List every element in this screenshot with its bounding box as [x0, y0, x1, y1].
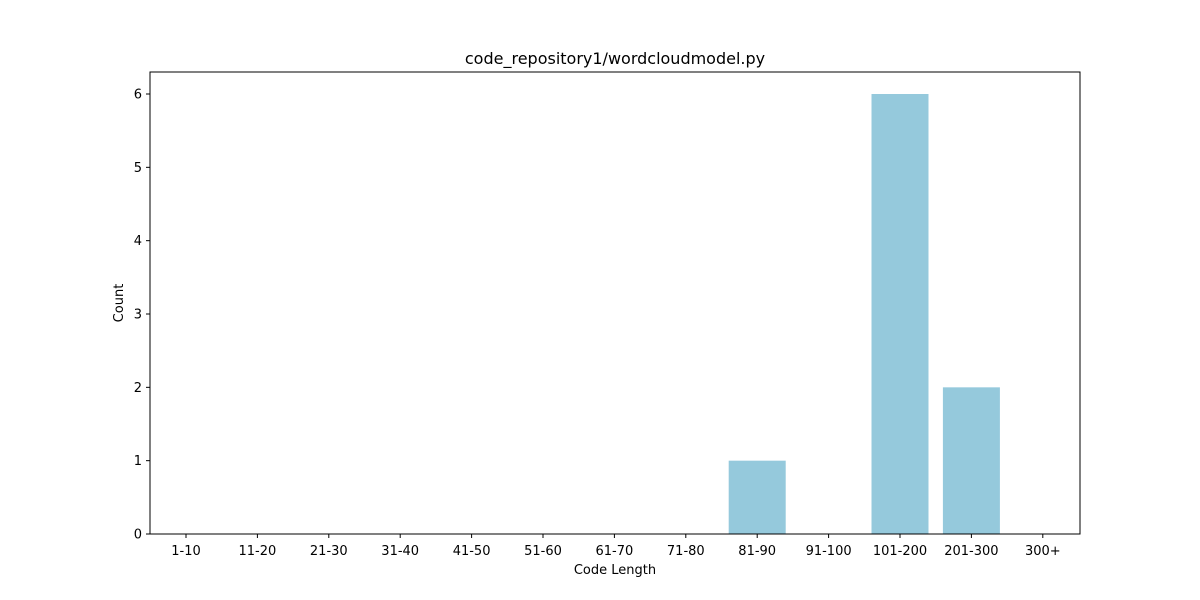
x-axis-ticks: 1-10 11-20 21-30 31-40 41-50 51-60 61-70 71-80 8… [171, 534, 1061, 559]
x-tick-label: 51-60 [524, 544, 562, 559]
y-tick-label: 2 [134, 381, 142, 396]
x-tick-label: 201-300 [944, 544, 998, 559]
bars-group [728, 94, 1000, 534]
chart-title: code_repository1/wordcloudmodel.py [465, 49, 765, 69]
x-tick-label: 1-10 [171, 544, 201, 559]
bar-101-200 [871, 94, 929, 534]
x-tick-label: 71-80 [667, 544, 705, 559]
x-tick-label: 91-100 [806, 544, 852, 559]
y-tick-label: 4 [134, 234, 142, 249]
y-tick-label: 6 [134, 88, 142, 103]
x-axis-label: Code Length [574, 563, 656, 578]
bar-81-90 [728, 460, 786, 534]
plot-frame [149, 71, 1081, 535]
y-tick-label: 0 [134, 528, 142, 543]
x-tick-label: 41-50 [453, 544, 491, 559]
x-tick-label: 31-40 [381, 544, 419, 559]
x-tick-label: 101-200 [873, 544, 927, 559]
bar-201-300 [942, 387, 1000, 534]
x-tick-label: 11-20 [239, 544, 277, 559]
x-tick-label: 300+ [1025, 544, 1061, 559]
x-tick-label: 61-70 [596, 544, 634, 559]
y-tick-label: 3 [134, 308, 142, 323]
y-tick-label: 1 [134, 454, 142, 469]
y-axis-label: Count [112, 284, 127, 323]
y-axis-ticks: 0 1 2 3 4 5 6 [134, 88, 150, 543]
x-tick-label: 21-30 [310, 544, 348, 559]
y-tick-label: 5 [134, 161, 142, 176]
x-tick-label: 81-90 [738, 544, 776, 559]
